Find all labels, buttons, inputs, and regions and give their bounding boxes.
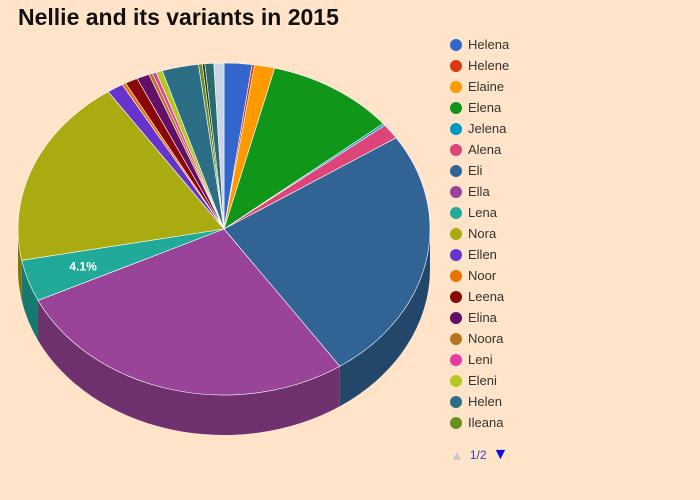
legend-item-elena[interactable]: Elena bbox=[450, 97, 690, 118]
legend-swatch-icon bbox=[450, 59, 462, 72]
legend-label: Helene bbox=[468, 58, 510, 73]
legend-item-helene[interactable]: Helene bbox=[450, 55, 690, 76]
legend-item-leena[interactable]: Leena bbox=[450, 286, 690, 307]
legend-label: Eleni bbox=[468, 373, 497, 388]
legend-item-elaine[interactable]: Elaine bbox=[450, 76, 690, 97]
legend-swatch-icon bbox=[450, 332, 462, 345]
legend-item-jelena[interactable]: Jelena bbox=[450, 118, 690, 139]
legend-swatch-icon bbox=[450, 353, 462, 366]
legend-pager: ▲ 1/2 ▼ bbox=[450, 446, 509, 463]
pie-chart: 4.1% bbox=[17, 62, 431, 436]
legend-swatch-icon bbox=[450, 80, 462, 93]
legend-swatch-icon bbox=[450, 227, 462, 240]
legend-label: Leni bbox=[468, 352, 493, 367]
legend-swatch-icon bbox=[450, 38, 462, 51]
legend-item-alena[interactable]: Alena bbox=[450, 139, 690, 160]
legend-swatch-icon bbox=[450, 290, 462, 303]
legend-item-helen[interactable]: Helen bbox=[450, 391, 690, 412]
pie-slice-side-ella bbox=[38, 300, 340, 436]
legend-swatch-icon bbox=[450, 395, 462, 408]
legend-swatch-icon bbox=[450, 416, 462, 429]
legend-label: Noora bbox=[468, 331, 504, 346]
legend-label: Ileana bbox=[468, 415, 504, 430]
chart-title: Nellie and its variants in 2015 bbox=[18, 4, 339, 30]
legend-label: Leena bbox=[468, 289, 505, 304]
data-label-lena: 4.1% bbox=[69, 259, 97, 273]
legend-swatch-icon bbox=[450, 185, 462, 198]
legend-label: Elena bbox=[468, 100, 502, 115]
legend-label: Alena bbox=[468, 142, 502, 157]
legend-item-noora[interactable]: Noora bbox=[450, 328, 690, 349]
pie-slice-side-lena bbox=[21, 260, 39, 341]
pie-slice-elena[interactable] bbox=[223, 67, 384, 230]
legend-label: Helen bbox=[468, 394, 502, 409]
legend-swatch-icon bbox=[450, 164, 462, 177]
legend-swatch-icon bbox=[450, 248, 462, 261]
legend-label: Lena bbox=[468, 205, 497, 220]
legend-item-elina[interactable]: Elina bbox=[450, 307, 690, 328]
pie-slice-other-21[interactable] bbox=[213, 62, 225, 230]
legend-prev-page-icon[interactable]: ▲ bbox=[450, 447, 464, 463]
legend-item-noor[interactable]: Noor bbox=[450, 265, 690, 286]
legend-label: Jelena bbox=[468, 121, 507, 136]
legend-label: Elina bbox=[468, 310, 497, 325]
legend-label: Ella bbox=[468, 184, 490, 199]
pie-slice-nora[interactable] bbox=[17, 91, 225, 261]
legend-item-leni[interactable]: Leni bbox=[450, 349, 690, 370]
legend-page-indicator: 1/2 bbox=[469, 448, 487, 462]
legend-item-ileana[interactable]: Ileana bbox=[450, 412, 690, 433]
pie-slice-side-eli bbox=[339, 229, 430, 407]
legend-swatch-icon bbox=[450, 206, 462, 219]
legend-item-nora[interactable]: Nora bbox=[450, 223, 690, 244]
legend-label: Ellen bbox=[468, 247, 497, 262]
legend-item-eli[interactable]: Eli bbox=[450, 160, 690, 181]
legend-label: Helena bbox=[468, 37, 510, 52]
legend-label: Nora bbox=[468, 226, 497, 241]
pie-slice-ella[interactable] bbox=[37, 228, 341, 396]
legend-item-ella[interactable]: Ella bbox=[450, 181, 690, 202]
legend-swatch-icon bbox=[450, 101, 462, 114]
legend-label: Elaine bbox=[468, 79, 505, 94]
legend-swatch-icon bbox=[450, 143, 462, 156]
pie-slice-eli[interactable] bbox=[223, 137, 431, 367]
legend-label: Noor bbox=[468, 268, 497, 283]
legend-swatch-icon bbox=[450, 269, 462, 282]
legend-swatch-icon bbox=[450, 122, 462, 135]
legend-item-eleni[interactable]: Eleni bbox=[450, 370, 690, 391]
legend-item-helena[interactable]: Helena bbox=[450, 34, 690, 55]
legend: Helena Helene Elaine Elena Jelena Alena Eli Ell… bbox=[450, 34, 690, 433]
legend-item-ellen[interactable]: Ellen bbox=[450, 244, 690, 265]
legend-next-page-icon[interactable]: ▼ bbox=[492, 446, 509, 463]
legend-swatch-icon bbox=[450, 311, 462, 324]
legend-item-lena[interactable]: Lena bbox=[450, 202, 690, 223]
legend-swatch-icon bbox=[450, 374, 462, 387]
legend-label: Eli bbox=[468, 163, 483, 178]
